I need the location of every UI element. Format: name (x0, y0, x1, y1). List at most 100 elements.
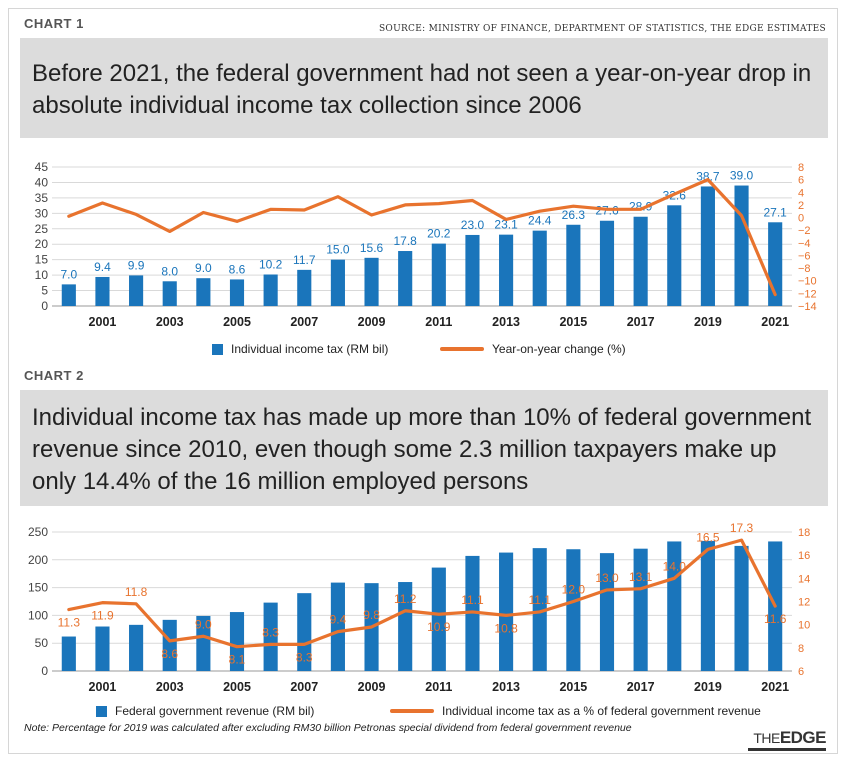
x-tick-label: 2007 (290, 315, 318, 329)
bar (129, 624, 144, 671)
bar-data-label: 26.3 (562, 208, 586, 222)
y-left-tick-label: 200 (28, 553, 48, 567)
y-right-tick-label: −6 (798, 250, 811, 262)
bar-data-label: 39.0 (730, 169, 754, 183)
bar (499, 234, 514, 306)
legend-line-swatch (390, 709, 434, 713)
x-tick-label: 2005 (223, 315, 251, 329)
x-tick-label: 2011 (425, 315, 452, 329)
line-data-label: 11.9 (91, 609, 114, 623)
x-tick-label: 2013 (492, 315, 520, 329)
bar-data-label: 23.1 (494, 218, 518, 232)
bar (330, 582, 345, 671)
bar (734, 185, 749, 306)
bar-data-label: 23.0 (461, 218, 485, 232)
bar (95, 276, 110, 306)
y-right-tick-label: −2 (798, 225, 811, 237)
line-data-label: 13.0 (595, 571, 619, 585)
line-data-label: 8.3 (262, 625, 279, 639)
bar (364, 257, 379, 306)
series-line (67, 538, 777, 649)
bar (196, 615, 211, 671)
x-tick-label: 2019 (694, 680, 722, 694)
line-data-label: 10.9 (427, 620, 451, 634)
line-data-label: 8.6 (161, 647, 178, 661)
x-tick-label: 2009 (358, 680, 386, 694)
bar-data-label: 20.2 (427, 227, 451, 241)
bar (61, 636, 76, 671)
bar-data-label: 10.2 (259, 257, 283, 271)
x-tick-label: 2011 (425, 680, 452, 694)
legend-bar-label: Federal government revenue (RM bil) (115, 704, 315, 718)
y-right-tick-label: 10 (798, 620, 810, 632)
bar (633, 216, 648, 306)
chart1-label: CHART 1 (24, 16, 84, 31)
bar-data-label: 8.0 (161, 264, 178, 278)
chart1-legend-bar: Individual income tax (RM bil) (212, 342, 388, 356)
logo-underline (748, 748, 826, 751)
bar (162, 619, 177, 671)
bar (263, 274, 278, 306)
bar-data-label: 38.7 (696, 169, 720, 183)
chart1-headline: Before 2021, the federal government had … (20, 38, 828, 138)
bar (297, 269, 312, 306)
chart2-label: CHART 2 (24, 368, 84, 383)
line-data-label: 14.0 (663, 559, 687, 573)
bar (431, 567, 446, 671)
source-note: SOURCE: MINISTRY OF FINANCE, DEPARTMENT … (378, 24, 826, 34)
y-right-tick-label: 2 (798, 200, 804, 212)
y-left-tick-label: 40 (35, 175, 49, 189)
y-right-tick-label: −12 (798, 288, 817, 300)
line-data-label: 9.8 (363, 608, 380, 622)
bar (229, 612, 245, 671)
line-data-label: 12.0 (562, 583, 586, 597)
bar-data-label: 17.8 (394, 234, 418, 248)
x-tick-label: 2001 (89, 680, 117, 694)
bar-data-label: 7.0 (60, 267, 77, 281)
series-line (67, 178, 777, 297)
chart2-legend-line: Individual income tax as a % of federal … (390, 704, 761, 718)
x-tick-label: 2013 (492, 680, 520, 694)
x-tick-label: 2021 (761, 680, 789, 694)
bar (431, 243, 446, 306)
chart2-headline: Individual income tax has made up more t… (20, 390, 828, 506)
bar (566, 549, 581, 671)
y-left-tick-label: 10 (35, 268, 49, 282)
bar-data-label: 9.4 (94, 260, 111, 274)
y-right-tick-label: 4 (798, 187, 804, 199)
y-left-tick-label: 25 (35, 222, 49, 236)
y-right-tick-label: 16 (798, 550, 810, 562)
x-tick-label: 2015 (559, 315, 587, 329)
infographic-frame (8, 8, 838, 754)
legend-bar-label: Individual income tax (RM bil) (231, 342, 389, 356)
bar-data-label: 15.6 (360, 241, 384, 255)
bar (599, 553, 615, 671)
legend-bar-swatch (96, 705, 107, 717)
y-left-tick-label: 20 (35, 237, 49, 251)
line-data-label: 11.3 (58, 616, 81, 630)
y-left-tick-label: 45 (35, 160, 49, 174)
legend-line-label: Individual income tax as a % of federal … (442, 704, 761, 718)
legend-line-swatch (440, 347, 484, 351)
x-tick-label: 2009 (358, 315, 386, 329)
line-data-label: 16.5 (696, 530, 720, 544)
y-right-tick-label: −14 (798, 301, 817, 313)
chart2-plot: 0 50 100 150 200 250 18 16 14 12 10 8 6 2001 2003 2005 2… (28, 521, 810, 694)
bar-data-label: 24.4 (528, 214, 552, 228)
line-data-label: 8.1 (229, 653, 246, 667)
bar (465, 234, 480, 306)
bar (196, 278, 211, 306)
footnote: Note: Percentage for 2019 was calculated… (24, 722, 632, 734)
y-right-tick-label: −10 (798, 276, 817, 288)
bar (499, 552, 514, 671)
bar (398, 582, 413, 671)
line-data-label: 11.6 (764, 612, 787, 626)
y-right-tick-label: −8 (798, 263, 811, 275)
bar-data-label: 27.1 (764, 205, 788, 219)
bar (667, 205, 682, 306)
y-left-tick-label: 250 (28, 525, 48, 539)
x-tick-label: 2021 (761, 315, 789, 329)
bar (532, 230, 547, 306)
line-data-label: 9.0 (195, 617, 212, 631)
bar (566, 224, 581, 306)
